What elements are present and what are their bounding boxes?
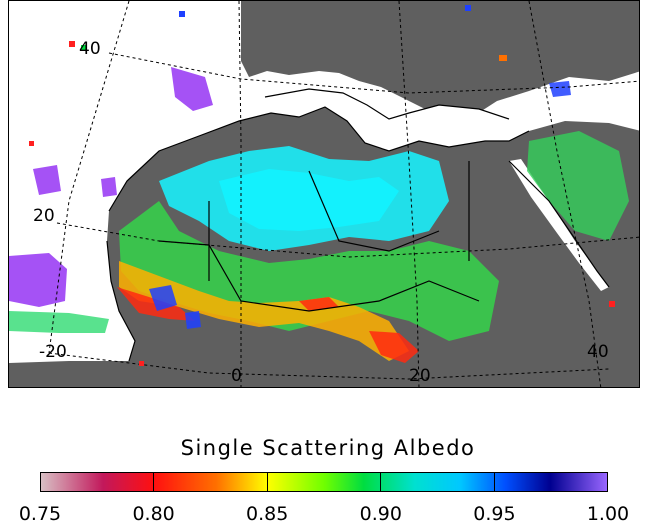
colorbar	[40, 472, 608, 492]
mediterranean	[265, 89, 509, 141]
albedo-specks	[29, 5, 615, 366]
colorbar-tick	[266, 472, 268, 492]
albedo-field-sahel	[119, 261, 409, 361]
colorbar-tick-label: 0.95	[473, 503, 516, 525]
grid-label-lon-0: 0	[231, 366, 242, 386]
grid-label-lon-neg20: -20	[39, 342, 67, 362]
colorbar-tick	[153, 472, 155, 492]
colorbar-tick-label: 0.80	[132, 503, 175, 525]
albedo-field-purple-north	[33, 67, 213, 197]
albedo-field-core	[219, 169, 399, 231]
colorbar-title: Single Scattering Albedo	[180, 436, 476, 460]
albedo-field-east	[527, 131, 629, 241]
grid-label-lat-20: 20	[33, 206, 55, 226]
colorbar-tick	[493, 472, 495, 492]
colorbar-tick-label: 1.00	[586, 503, 630, 525]
albedo-map: 40 20 -20 0 20 40	[8, 0, 640, 388]
colorbar-tick-label: 0.75	[18, 503, 62, 525]
land-europe	[241, 1, 639, 119]
coastlines	[106, 88, 610, 362]
albedo-field-ocean-sw	[9, 311, 109, 333]
grid-label-lon-20: 20	[409, 366, 431, 386]
albedo-field-purple-west	[9, 253, 67, 307]
colorbar-tick	[380, 472, 382, 492]
grid-label-lon-40: 40	[587, 342, 609, 362]
graticule	[48, 1, 639, 387]
colorbar-tick-label: 0.90	[359, 503, 402, 525]
colorbar-tick-label: 0.85	[246, 503, 289, 525]
red-sea	[509, 159, 609, 291]
albedo-field-red	[117, 287, 419, 363]
grid-label-lat-40: 40	[79, 39, 101, 59]
